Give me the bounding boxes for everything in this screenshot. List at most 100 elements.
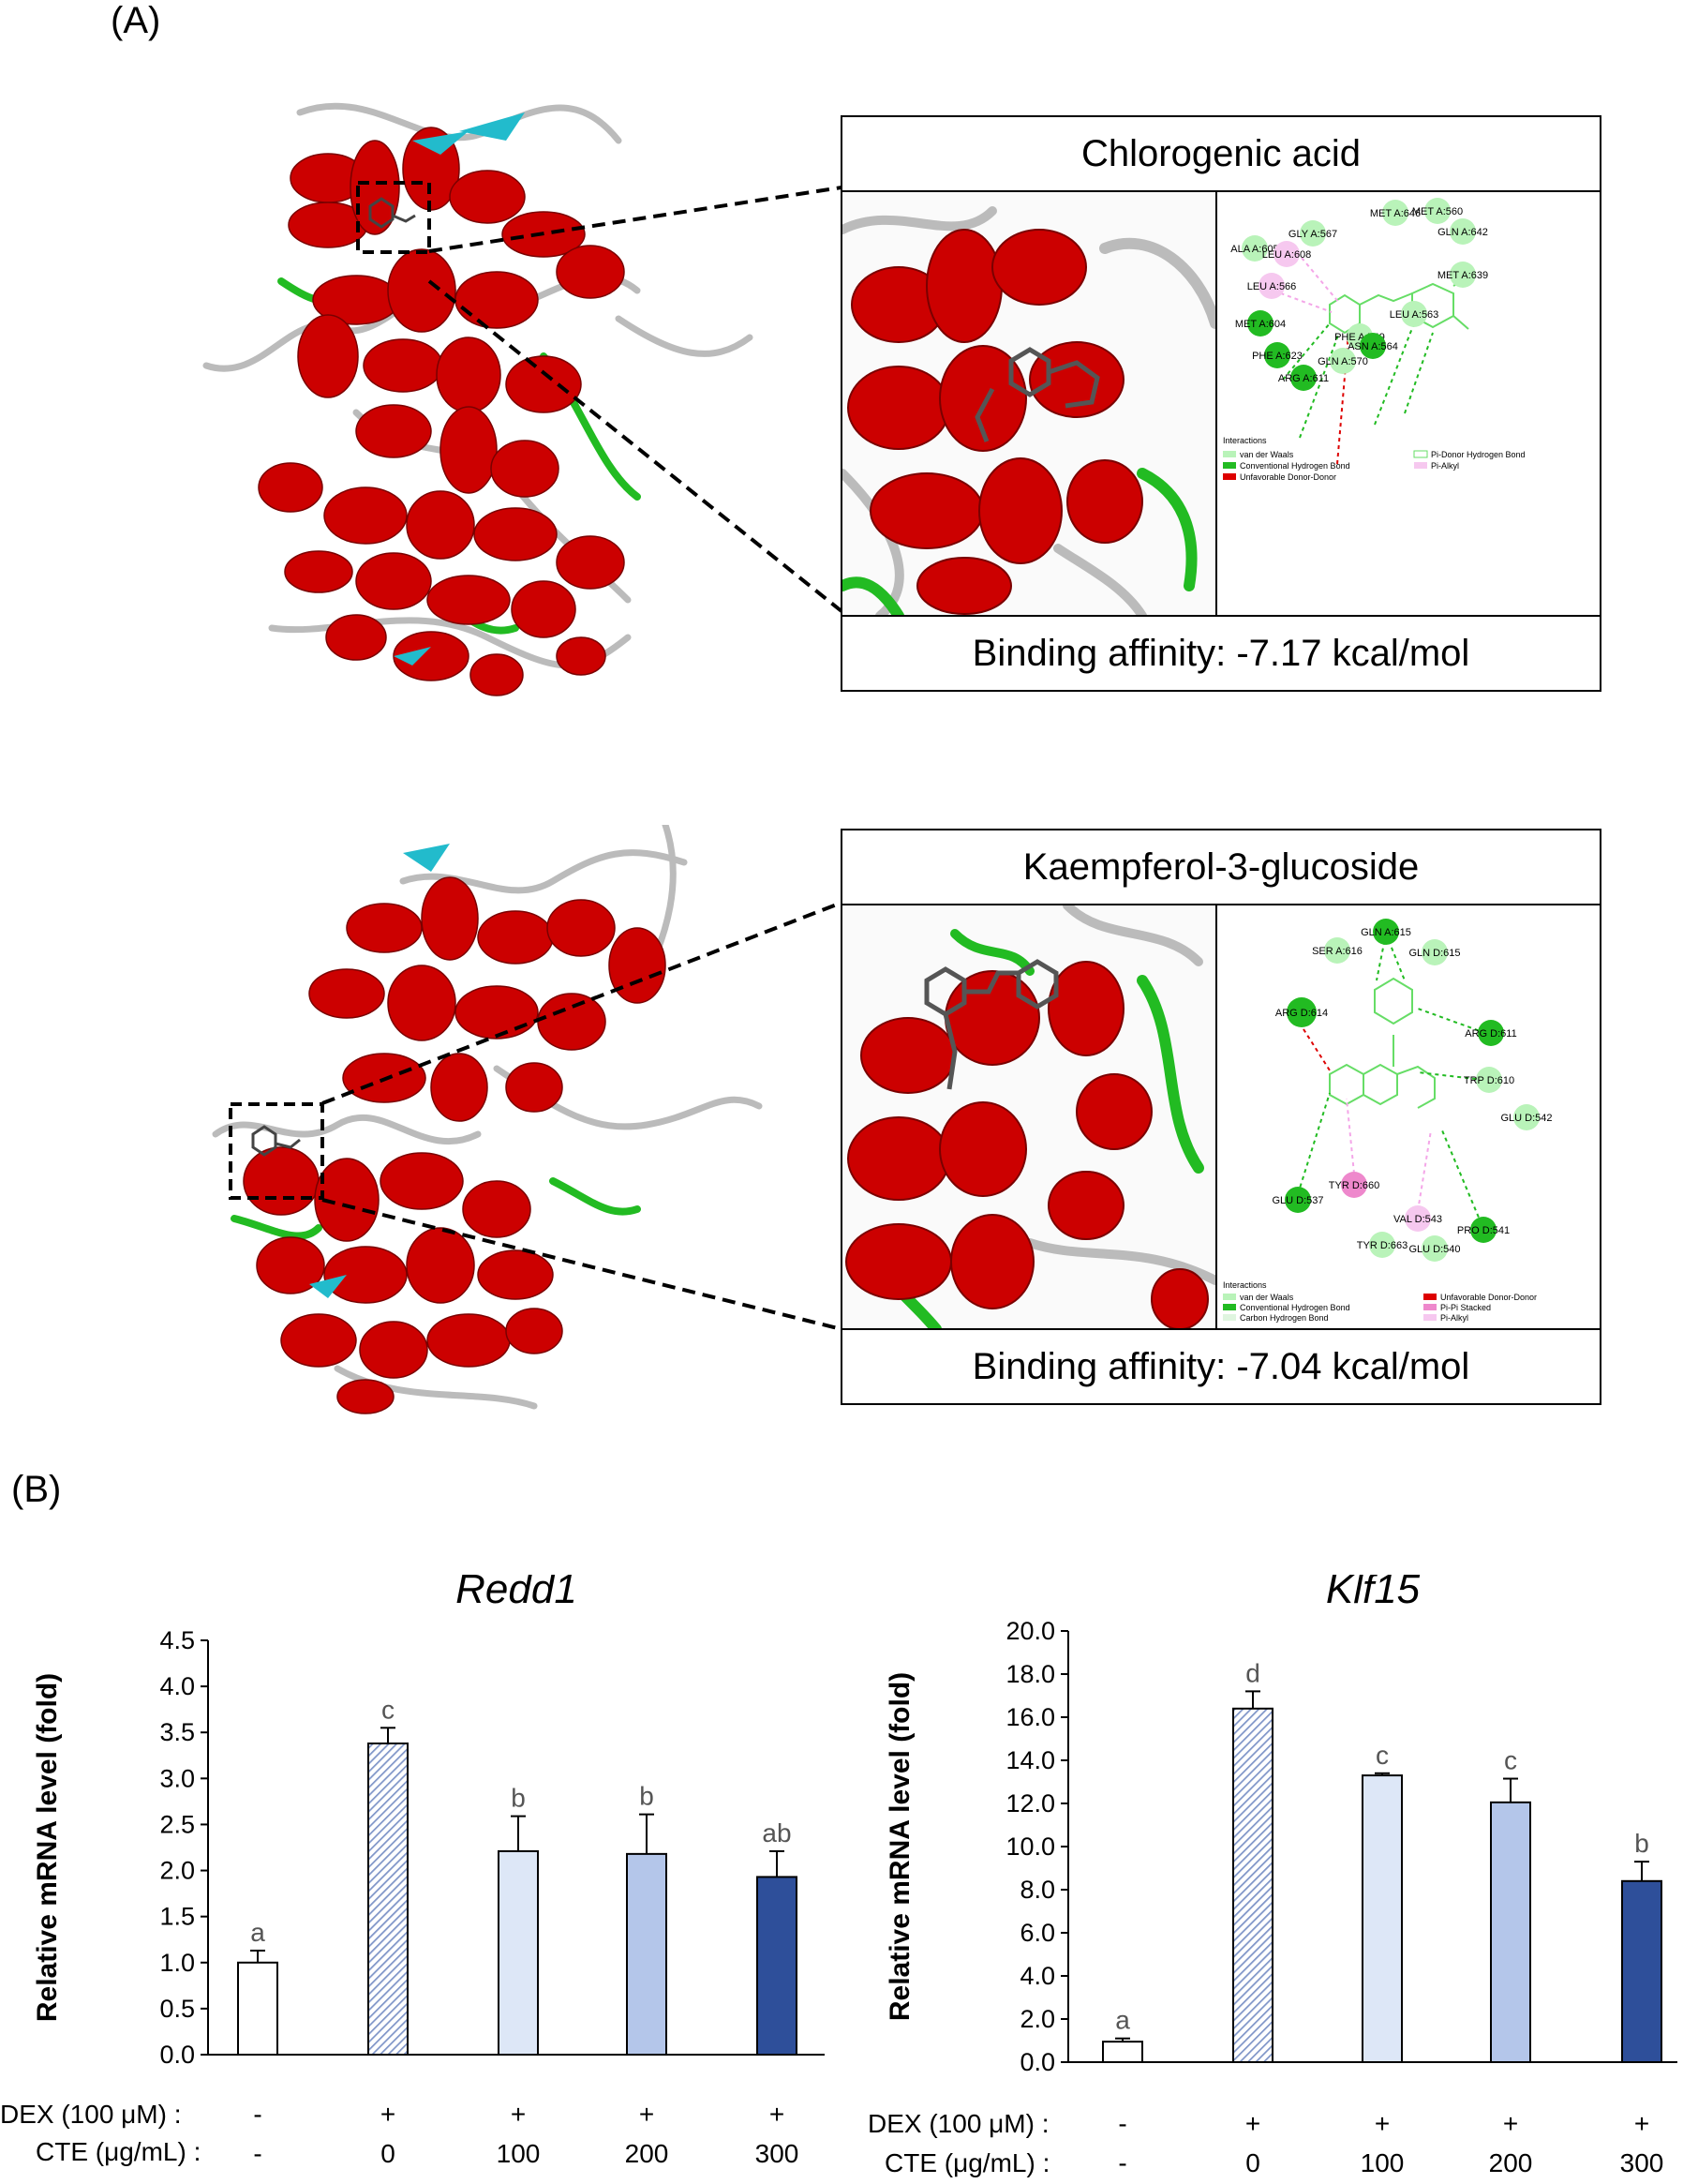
y-axis-label: Relative mRNA level (fold)	[32, 1673, 63, 2022]
protein-structure-bottom	[212, 825, 763, 1414]
residue-label: ALA A:605	[1230, 244, 1278, 255]
y-tick-label: 1.5	[159, 1903, 195, 1931]
y-tick-label: 18.0	[1005, 1660, 1055, 1688]
y-tick-label: 0.0	[1020, 2048, 1055, 2076]
interaction-diagram-bottom: GLN A:615 SER A:616 GLN D:615 ARG D:614 …	[1217, 905, 1600, 1328]
cte-value: -	[253, 2139, 262, 2168]
residue-label: SER A:616	[1312, 946, 1363, 957]
residue-label: GLN D:615	[1408, 948, 1460, 959]
significance-letter: b	[639, 1782, 654, 1811]
y-tick-label: 0.5	[159, 1995, 195, 2023]
legend-item: Conventional Hydrogen Bond	[1240, 461, 1350, 471]
bar	[1490, 1801, 1531, 2063]
significance-letter: c	[381, 1695, 395, 1724]
legend-item: Conventional Hydrogen Bond	[1240, 1303, 1350, 1312]
y-tick-label: 3.5	[159, 1718, 195, 1746]
chart-title: Klf15	[1326, 1575, 1421, 1612]
residue-label: GLN A:642	[1437, 227, 1488, 238]
residue-label: VAL D:543	[1393, 1214, 1442, 1225]
legend-item: van der Waals	[1240, 450, 1294, 459]
compound-name-bottom: Kaempferol-3-glucoside	[842, 830, 1600, 905]
cte-value: 0	[1245, 2148, 1260, 2177]
residue-label: PRO D:541	[1457, 1225, 1510, 1236]
dex-value: +	[1244, 2109, 1261, 2138]
significance-letter: b	[1634, 1829, 1649, 1858]
legend-item: Carbon Hydrogen Bond	[1240, 1313, 1329, 1323]
residue-label: TYR D:663	[1357, 1240, 1408, 1251]
cte-value: 300	[754, 2139, 799, 2168]
dex-label-right: DEX (100 μM) :	[868, 2109, 1050, 2138]
legend-item: Pi-Pi Stacked	[1440, 1303, 1491, 1312]
legend-item: van der Waals	[1240, 1293, 1294, 1302]
dex-value: +	[768, 2100, 785, 2129]
legend-item: Pi-Donor Hydrogen Bond	[1431, 450, 1526, 459]
legend-item: Unfavorable Donor-Donor	[1440, 1293, 1537, 1302]
y-tick-label: 4.5	[159, 1626, 195, 1654]
dex-value: +	[638, 2100, 655, 2129]
cte-value: 100	[496, 2139, 541, 2168]
residue-label: GLN A:570	[1318, 356, 1368, 367]
y-tick-label: 2.0	[1020, 2005, 1055, 2033]
bar	[367, 1743, 409, 2057]
y-tick-label: 2.5	[159, 1810, 195, 1838]
significance-letter: c	[1504, 1746, 1517, 1775]
cte-value: -	[1118, 2148, 1127, 2177]
compound-box-top: Chlorogenic acid	[841, 115, 1601, 692]
significance-letter: d	[1245, 1658, 1260, 1687]
chart-title: Redd1	[455, 1575, 577, 1612]
cte-value: 300	[1619, 2148, 1664, 2177]
protein-structure-top	[202, 102, 753, 696]
binding-affinity-bottom: Binding affinity: -7.04 kcal/mol	[842, 1328, 1600, 1403]
cte-value: 200	[624, 2139, 669, 2168]
y-tick-label: 1.0	[159, 1949, 195, 1977]
significance-letter: a	[250, 1918, 265, 1947]
dex-value: +	[380, 2100, 396, 2129]
compound-box-bottom: Kaempferol-3-glucoside	[841, 829, 1601, 1405]
legend-title: Interactions	[1223, 1280, 1267, 1290]
dex-value: -	[253, 2100, 262, 2129]
panel-a-label: (A)	[111, 0, 161, 41]
y-tick-label: 3.0	[159, 1764, 195, 1792]
residue-label: LEU A:566	[1247, 281, 1297, 292]
y-tick-label: 2.0	[159, 1857, 195, 1885]
residue-label: ARG D:611	[1465, 1028, 1516, 1040]
chart-klf15: Klf15 0.0 2.0 4.0 6.0 8.0 10.0 12.0 14.0 16.0 18.0…	[885, 1575, 1677, 2076]
y-tick-label: 12.0	[1005, 1789, 1055, 1818]
panel-b-label: (B)	[11, 1469, 62, 1510]
y-tick-label: 14.0	[1005, 1746, 1055, 1774]
y-tick-label: 4.0	[1020, 1962, 1055, 1990]
residue-label: GLY A:567	[1288, 229, 1337, 240]
residue-label: GLU D:540	[1408, 1244, 1460, 1255]
y-tick-label: 4.0	[159, 1672, 195, 1700]
residue-label: LEU A:608	[1262, 249, 1312, 261]
residue-label: PHE A:623	[1252, 351, 1303, 362]
chart-redd1: Redd1 0.0 0.5 1.0 1.5 2.0 2.5 3.0 3.5 4.0 4.5 Relat…	[32, 1575, 825, 2069]
y-tick-label: 10.0	[1005, 1832, 1055, 1861]
residue-label: TYR D:660	[1329, 1180, 1379, 1191]
docking-closeup-bottom	[842, 905, 1217, 1328]
docking-closeup-top	[842, 192, 1217, 615]
residue-label: LEU A:563	[1390, 309, 1439, 321]
residue-label: ARG D:614	[1275, 1008, 1328, 1019]
y-tick-label: 6.0	[1020, 1919, 1055, 1947]
cte-value: 0	[380, 2139, 395, 2168]
dex-value: +	[1502, 2109, 1519, 2138]
residue-label: MET A:639	[1437, 270, 1488, 281]
cte-label-right: CTE (μg/mL) :	[885, 2148, 1050, 2177]
y-tick-label: 0.0	[159, 2041, 195, 2069]
y-tick-label: 8.0	[1020, 1876, 1055, 1904]
legend-item: Pi-Alkyl	[1440, 1313, 1468, 1323]
legend-item: Pi-Alkyl	[1431, 461, 1459, 471]
bar	[1621, 1879, 1662, 2063]
bar	[498, 1849, 539, 2056]
significance-letter: ab	[762, 1818, 791, 1847]
residue-label: ASN A:564	[1348, 341, 1398, 352]
cte-value: 100	[1360, 2148, 1405, 2177]
interaction-diagram-top: MET A:646 MET A:560 GLY A:567 GLN A:642 …	[1217, 192, 1600, 615]
dex-label-left: DEX (100 μM) :	[0, 2100, 182, 2129]
residue-label: TRP D:610	[1464, 1075, 1514, 1086]
dex-value: +	[510, 2100, 527, 2129]
legend-item: Unfavorable Donor-Donor	[1240, 472, 1336, 482]
binding-affinity-top: Binding affinity: -7.17 kcal/mol	[842, 615, 1600, 690]
cte-value: 200	[1488, 2148, 1533, 2177]
